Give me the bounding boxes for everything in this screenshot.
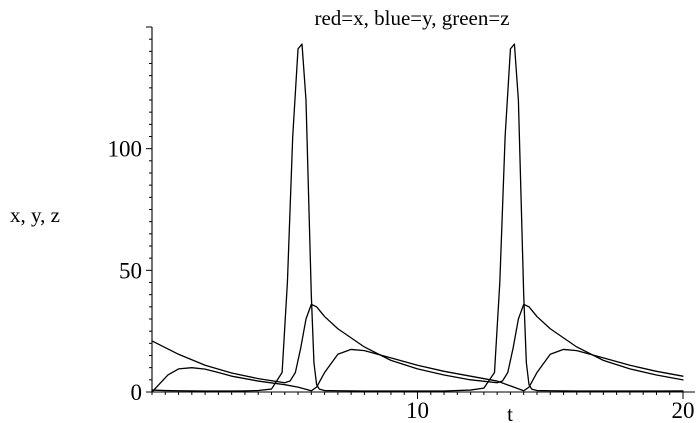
ticks: 0 50 100 10 20 xyxy=(108,26,695,423)
chart-title: red=x, blue=y, green=z xyxy=(314,6,509,30)
y-tick-label: 100 xyxy=(108,137,143,162)
y-axis-label: x, y, z xyxy=(10,203,60,227)
series-group xyxy=(151,43,684,393)
series-line-y xyxy=(151,303,684,384)
x-tick-label: 20 xyxy=(672,398,695,423)
series-line-x xyxy=(151,43,684,392)
series-line-z xyxy=(151,348,684,393)
y-tick-label: 0 xyxy=(131,380,143,405)
axes xyxy=(151,27,695,393)
y-tick-label: 50 xyxy=(119,258,142,283)
x-tick-label: 10 xyxy=(406,398,429,423)
x-axis-label: t xyxy=(507,402,513,423)
